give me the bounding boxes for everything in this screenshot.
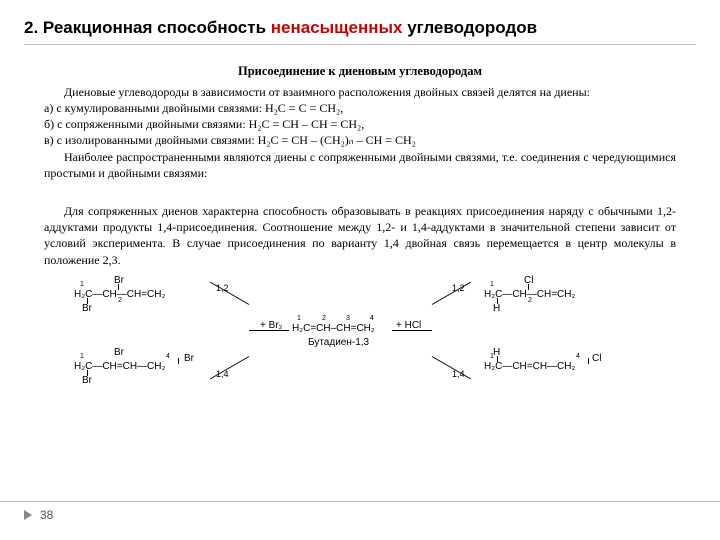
tag-14-left: 1,4 bbox=[216, 368, 229, 380]
r14-cl-right: Cl bbox=[592, 352, 601, 366]
l14-br-right: Br bbox=[184, 352, 194, 366]
r12-bond-bot bbox=[497, 298, 498, 304]
title-emph: ненасыщенных bbox=[271, 18, 403, 37]
page-title: 2. Реакционная способность ненасыщенных … bbox=[24, 18, 696, 38]
footer: 38 bbox=[0, 501, 720, 522]
right-14-mol: H₂C—CH=CH—CH₂ bbox=[484, 360, 575, 374]
center-molecule: H₂C=CH–CH=CH₂ bbox=[292, 322, 375, 336]
idx-1: 1 bbox=[297, 314, 301, 323]
r12-bond-top bbox=[528, 284, 529, 290]
tag-12-right: 1,2 bbox=[452, 282, 465, 294]
line-left-in bbox=[249, 330, 289, 331]
list-item-c: в) с изолированными двойными связями: H₂… bbox=[44, 132, 676, 148]
idx-3: 3 bbox=[346, 314, 350, 323]
line-right-in bbox=[392, 330, 432, 331]
intro-paragraph: Диеновые углеводороды в зависимости от в… bbox=[44, 84, 676, 100]
paragraph-2: Наиболее распространенными являются диен… bbox=[44, 149, 676, 181]
title-prefix: 2. Реакционная способность bbox=[24, 18, 271, 37]
list-item-b: б) с сопряженными двойными связями: H₂C … bbox=[44, 116, 676, 132]
r14-i4: 4 bbox=[576, 352, 580, 361]
r12-i1: 1 bbox=[490, 280, 494, 289]
triangle-icon bbox=[24, 510, 32, 520]
l14-br-top: Br bbox=[114, 346, 124, 360]
page-number: 38 bbox=[40, 508, 53, 522]
center-caption: Бутадиен-1,3 bbox=[308, 336, 369, 350]
reaction-diagram: H₂C=CH–CH=CH₂ 1 2 3 4 Бутадиен-1,3 + Br₂… bbox=[44, 274, 676, 404]
l12-i1: 1 bbox=[80, 280, 84, 289]
title-suffix: углеводородов bbox=[403, 18, 538, 37]
l14-i4: 4 bbox=[166, 352, 170, 361]
l12-bond-top bbox=[118, 284, 119, 290]
paragraph-3: Для сопряженных диенов характерна способ… bbox=[44, 203, 676, 268]
spacer bbox=[44, 181, 676, 203]
idx-2: 2 bbox=[322, 314, 326, 323]
tag-12-left: 1,2 bbox=[216, 282, 229, 294]
subheading: Присоединение к диеновым углеводородам bbox=[44, 63, 676, 80]
r12-i2: 2 bbox=[528, 296, 532, 305]
l14-br-bot: Br bbox=[82, 374, 92, 388]
content-area: Присоединение к диеновым углеводородам Д… bbox=[0, 53, 720, 404]
r14-bond-top bbox=[497, 356, 498, 362]
l14-bond-right bbox=[178, 358, 179, 364]
l14-i1: 1 bbox=[80, 352, 84, 361]
list-item-a: а) с кумулированными двойными связями: H… bbox=[44, 100, 676, 116]
idx-4: 4 bbox=[370, 314, 374, 323]
l12-i2: 2 bbox=[118, 296, 122, 305]
l12-bond-bot bbox=[87, 298, 88, 304]
l12-br-top: Br bbox=[114, 274, 124, 288]
r12-h-bot: H bbox=[493, 302, 500, 316]
tag-14-right: 1,4 bbox=[452, 368, 465, 380]
l12-br-bot: Br bbox=[82, 302, 92, 316]
r14-bond-right bbox=[588, 358, 589, 364]
divider-top bbox=[24, 44, 696, 45]
